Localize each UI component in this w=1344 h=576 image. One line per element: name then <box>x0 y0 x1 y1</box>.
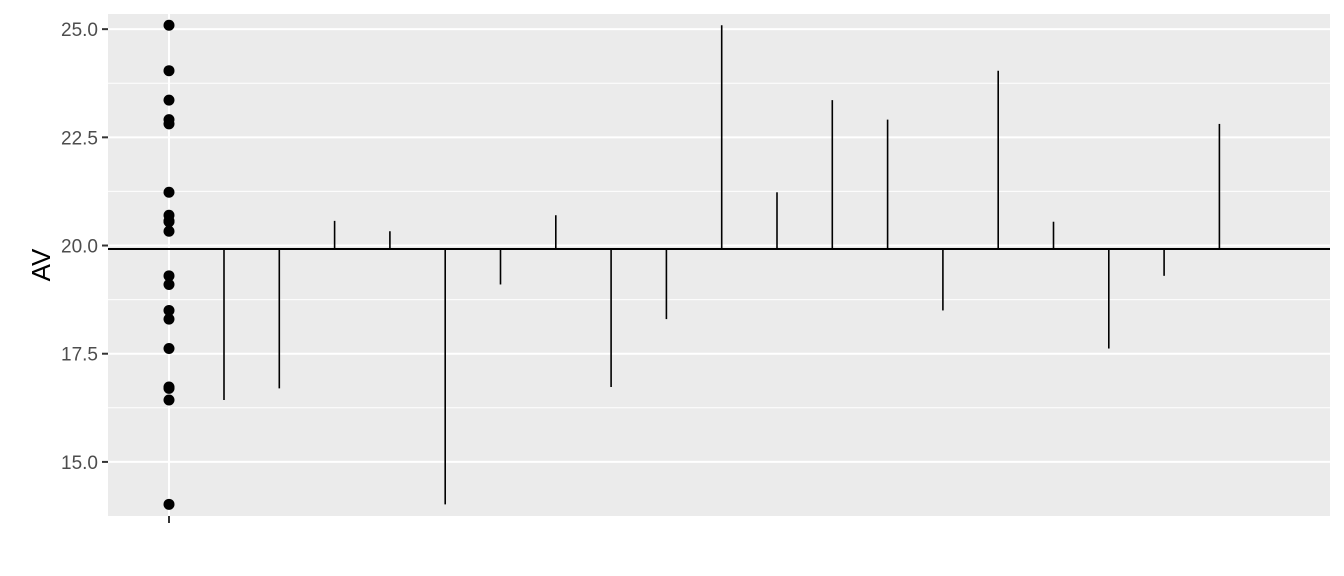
y-tick-label: 22.5 <box>61 128 98 149</box>
points <box>163 19 175 510</box>
data-point <box>163 498 175 510</box>
data-point <box>163 313 175 325</box>
data-point <box>163 118 175 130</box>
data-point <box>163 216 175 228</box>
data-point <box>163 270 175 282</box>
data-point <box>163 94 175 106</box>
stems <box>223 25 1221 505</box>
y-tick-label: 25.0 <box>61 20 98 41</box>
data-point <box>163 65 175 77</box>
data-point <box>163 381 175 393</box>
data-point <box>163 186 175 198</box>
plot-panel <box>108 14 1330 516</box>
y-tick-label: 20.0 <box>61 237 98 258</box>
y-tick-label: 17.5 <box>61 345 98 366</box>
y-axis-title: AV <box>26 248 56 281</box>
grid-lines <box>108 14 1330 516</box>
data-point <box>163 278 175 290</box>
y-axis: 15.0 17.5 20.0 22.5 25.0 <box>61 20 108 474</box>
y-tick-label: 15.0 <box>61 453 98 474</box>
data-point <box>163 19 175 31</box>
data-point <box>163 394 175 406</box>
data-point <box>163 225 175 237</box>
data-point <box>163 304 175 316</box>
data-point <box>163 343 175 355</box>
